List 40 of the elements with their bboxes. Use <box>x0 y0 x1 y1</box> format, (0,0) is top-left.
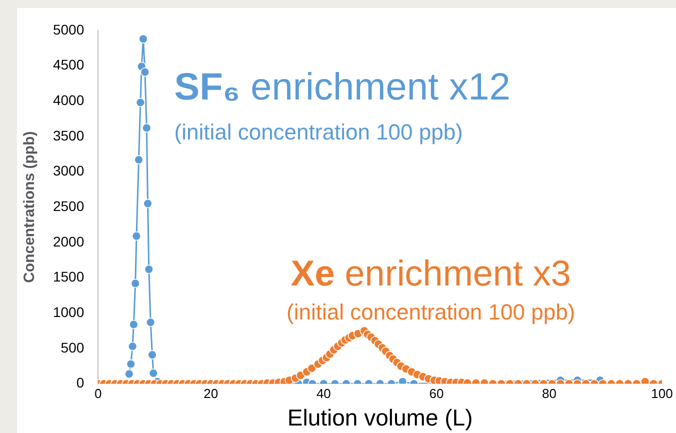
x-tick-label: 60 <box>429 386 444 402</box>
point <box>142 123 152 133</box>
point <box>124 369 134 379</box>
point <box>148 368 158 378</box>
y-tick-label: 500 <box>60 339 84 356</box>
y-tick-label: 2000 <box>52 233 84 250</box>
y-tick-label: 4000 <box>52 92 84 108</box>
y-axis-title: Concentrations (ppb) <box>21 131 38 283</box>
x-tick-label: 0 <box>94 386 102 402</box>
y-tick-label: 1000 <box>52 304 84 320</box>
point <box>146 318 156 327</box>
y-tick-label: 5000 <box>52 21 84 38</box>
point <box>143 198 152 208</box>
series-label: SF₆ enrichment x12 <box>174 66 510 109</box>
series-label: Xe enrichment x3 <box>290 252 571 294</box>
point <box>144 264 154 274</box>
point <box>398 377 408 384</box>
point <box>132 231 142 241</box>
x-tick-label: 40 <box>316 386 331 402</box>
y-tick-label: 3000 <box>52 162 84 179</box>
point <box>128 342 138 351</box>
annotation: (initial concentration 100 ppb) <box>174 119 463 144</box>
point <box>130 278 140 288</box>
annotation: (initial concentration 100 ppb) <box>286 300 576 325</box>
point <box>138 34 148 44</box>
y-tick-label: 2500 <box>52 198 84 214</box>
y-tick-label: 3500 <box>52 127 84 144</box>
x-tick-label: 100 <box>651 386 673 402</box>
x-axis-title: Elution volume (L) <box>287 404 473 431</box>
point <box>148 350 157 360</box>
x-tick-label: 20 <box>204 386 218 402</box>
y-tick-label: 0 <box>76 374 84 391</box>
x-tick-label: 80 <box>542 386 556 402</box>
point <box>140 68 150 77</box>
point <box>126 359 136 369</box>
point <box>136 98 146 108</box>
y-tick-label: 1500 <box>52 268 84 285</box>
point <box>134 155 144 164</box>
point <box>129 320 138 330</box>
y-tick-label: 4500 <box>52 56 84 73</box>
